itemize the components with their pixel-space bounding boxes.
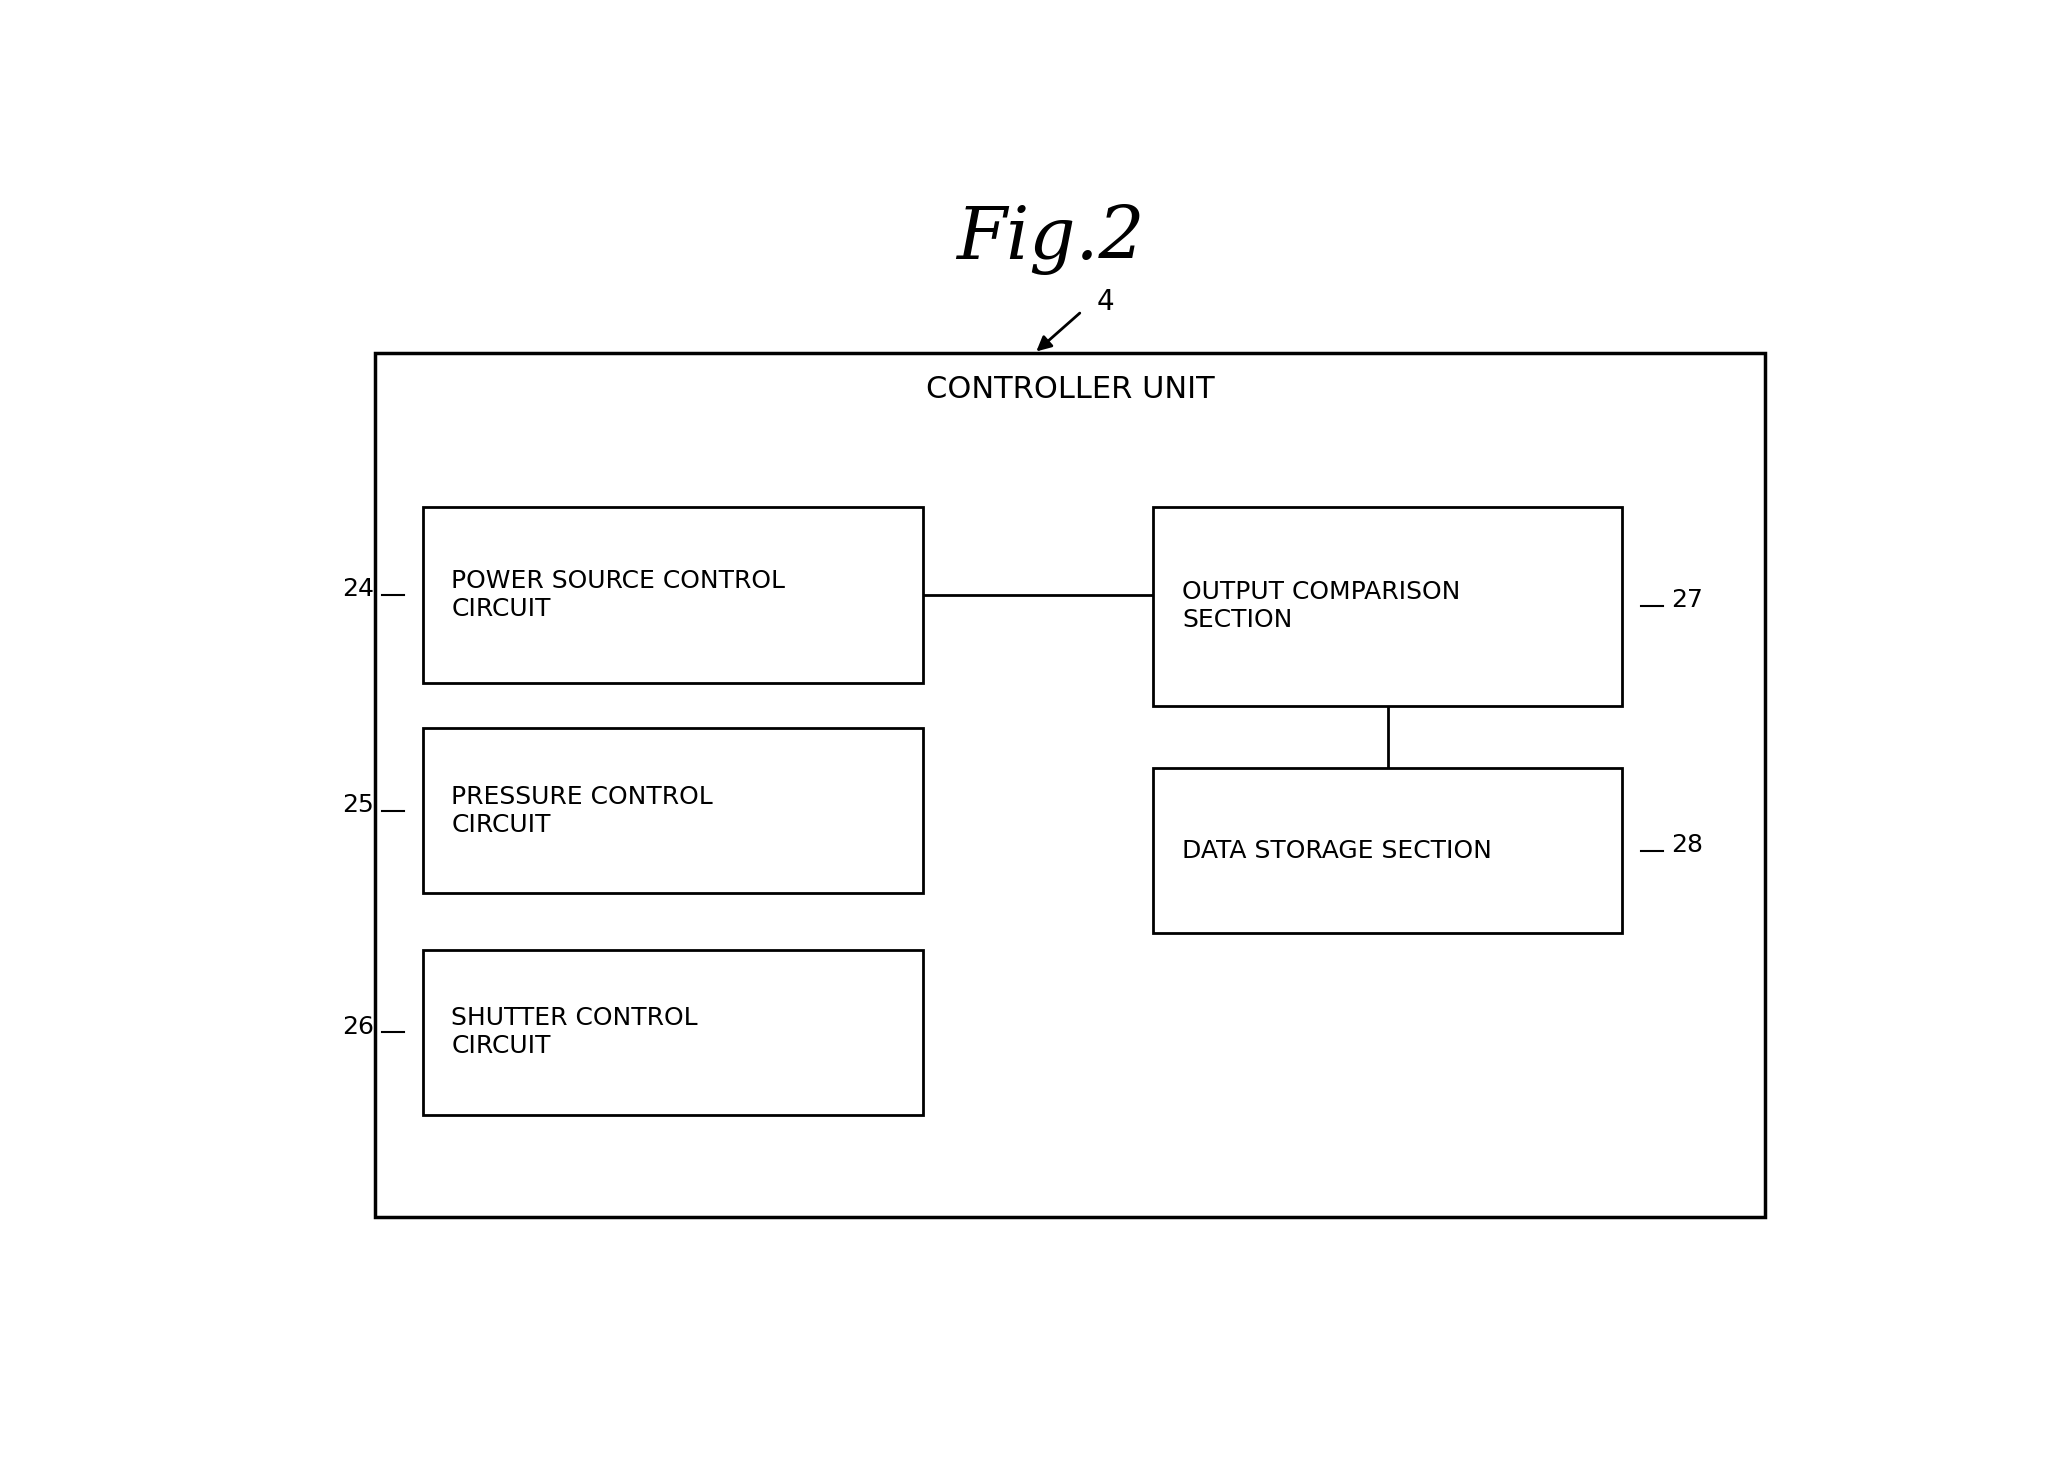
Bar (375, 353, 1764, 1218)
Bar (422, 951, 924, 1114)
Text: 27: 27 (1672, 589, 1703, 613)
Text: CONTROLLER UNIT: CONTROLLER UNIT (926, 375, 1215, 404)
Text: 28: 28 (1672, 832, 1703, 858)
Text: 24: 24 (342, 577, 373, 601)
Text: OUTPUT COMPARISON
SECTION: OUTPUT COMPARISON SECTION (1182, 580, 1461, 632)
Text: DATA STORAGE SECTION: DATA STORAGE SECTION (1182, 838, 1492, 862)
Text: 25: 25 (342, 793, 373, 818)
Bar (1154, 768, 1623, 933)
Text: Fig.2: Fig.2 (957, 204, 1143, 275)
Text: 26: 26 (342, 1014, 373, 1039)
Bar (422, 728, 924, 893)
Text: 4: 4 (1096, 288, 1115, 316)
Text: PRESSURE CONTROL
CIRCUIT: PRESSURE CONTROL CIRCUIT (451, 785, 713, 837)
Bar (1154, 506, 1623, 706)
Text: SHUTTER CONTROL
CIRCUIT: SHUTTER CONTROL CIRCUIT (451, 1007, 699, 1058)
Bar (422, 506, 924, 683)
Text: POWER SOURCE CONTROL
CIRCUIT: POWER SOURCE CONTROL CIRCUIT (451, 568, 785, 621)
